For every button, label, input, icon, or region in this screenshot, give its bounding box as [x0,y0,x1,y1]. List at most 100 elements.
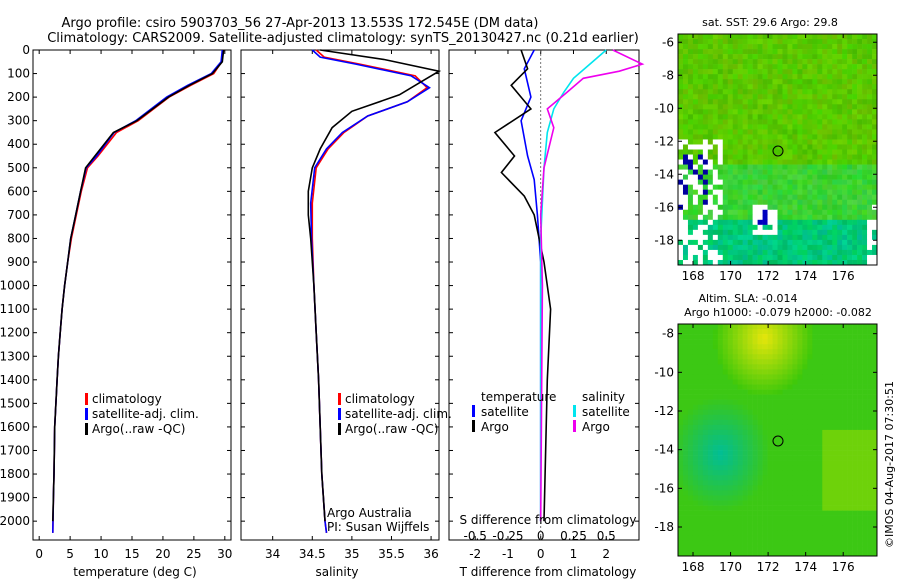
sst-cell [872,219,878,226]
sst-cell [832,234,838,241]
sst-cell [817,84,823,90]
sst-cell [737,119,743,125]
sla-cell [847,525,853,532]
sla-cell [752,520,758,527]
sla-cell [732,495,738,501]
sla-cell [757,354,763,360]
sla-cell [792,525,798,532]
sla-cell [872,389,878,395]
sla-cell [737,460,743,466]
sla-cell [697,379,704,385]
sla-cell [862,339,868,345]
sst-cell [727,229,734,236]
sst-cell [702,164,709,170]
sst-cell [852,89,858,95]
sla-cell [812,394,818,400]
sla-cell [757,434,763,441]
sst-cell [767,174,773,180]
sla-cell [702,379,709,385]
sla-cell [807,530,813,537]
sst-cell [732,144,738,150]
series-line-temperature-argo [493,49,552,522]
sst-cell [807,74,813,80]
sst-cell [827,209,833,216]
sla-cell [757,505,763,511]
sla-cell [762,394,768,400]
legend-swatch-s-argo [573,420,576,432]
sst-cell [732,239,738,246]
sla-cell [732,424,738,431]
sla-cell [727,440,734,446]
sla-cell [722,530,729,537]
sst-cell [678,94,684,100]
sla-cell [747,414,753,421]
sst-cell [847,99,853,105]
sla-cell [827,354,833,360]
temperature-xlabel: temperature (deg C) [73,565,196,579]
depth-tick-label: 1200 [0,326,30,340]
sla-cell [762,460,768,466]
sst-cell [832,139,838,145]
sst-cell [867,224,873,231]
sst-cell [687,154,694,160]
sla-cell [717,515,724,521]
sla-cell [797,540,803,547]
sst-cell [752,259,758,266]
sla-cell [772,530,778,537]
sst-cell [862,94,868,100]
sst-cell [827,224,833,231]
sst-cell [852,179,858,185]
sla-cell [817,510,823,516]
sla-cell [787,465,793,471]
sst-cell [727,119,734,125]
lat-tick-label: -10 [654,101,674,115]
sst-cell [822,139,828,145]
sla-cell [862,384,868,390]
sla-cell [832,394,838,400]
sla-cell [692,339,699,345]
sla-cell [678,545,684,552]
sst-cell [852,69,858,75]
sst-cell [777,124,783,130]
sst-cell [837,69,843,75]
sla-cell [752,440,758,446]
sst-cell [797,199,803,206]
sst-cell [687,134,694,140]
sla-cell [682,505,689,511]
sst-cell [687,179,694,185]
sla-cell [822,329,828,335]
sla-cell [812,329,818,335]
sst-cell [697,199,704,206]
sla-cell [782,510,788,516]
sst-cell [678,119,684,125]
series-line-argo-raw-qc- [307,49,442,522]
sst-cell [807,159,813,165]
sst-cell [687,54,694,60]
sst-cell [792,124,798,130]
sla-cell [807,434,813,441]
sla-cell [872,419,878,426]
sla-cell [792,470,798,476]
sst-cell [747,69,753,75]
sla-cell [822,359,828,365]
sst-cell [787,174,793,180]
sla-cell [797,379,803,385]
sst-cell [782,69,788,75]
sla-cell [822,475,828,481]
sst-cell [852,194,858,201]
sst-cell [772,39,778,45]
sst-cell [782,254,788,261]
sst-cell [762,119,768,125]
sla-cell [747,374,753,380]
sst-cell [722,199,729,206]
sla-cell [767,470,773,476]
sst-cell [872,224,878,231]
sst-cell [722,249,729,256]
sst-cell [752,54,758,60]
sst-cell [872,214,878,221]
sst-cell [747,99,753,105]
sla-cell [827,465,833,471]
sst-cell [737,189,743,195]
sla-cell [732,490,738,496]
sst-cell [732,104,738,110]
